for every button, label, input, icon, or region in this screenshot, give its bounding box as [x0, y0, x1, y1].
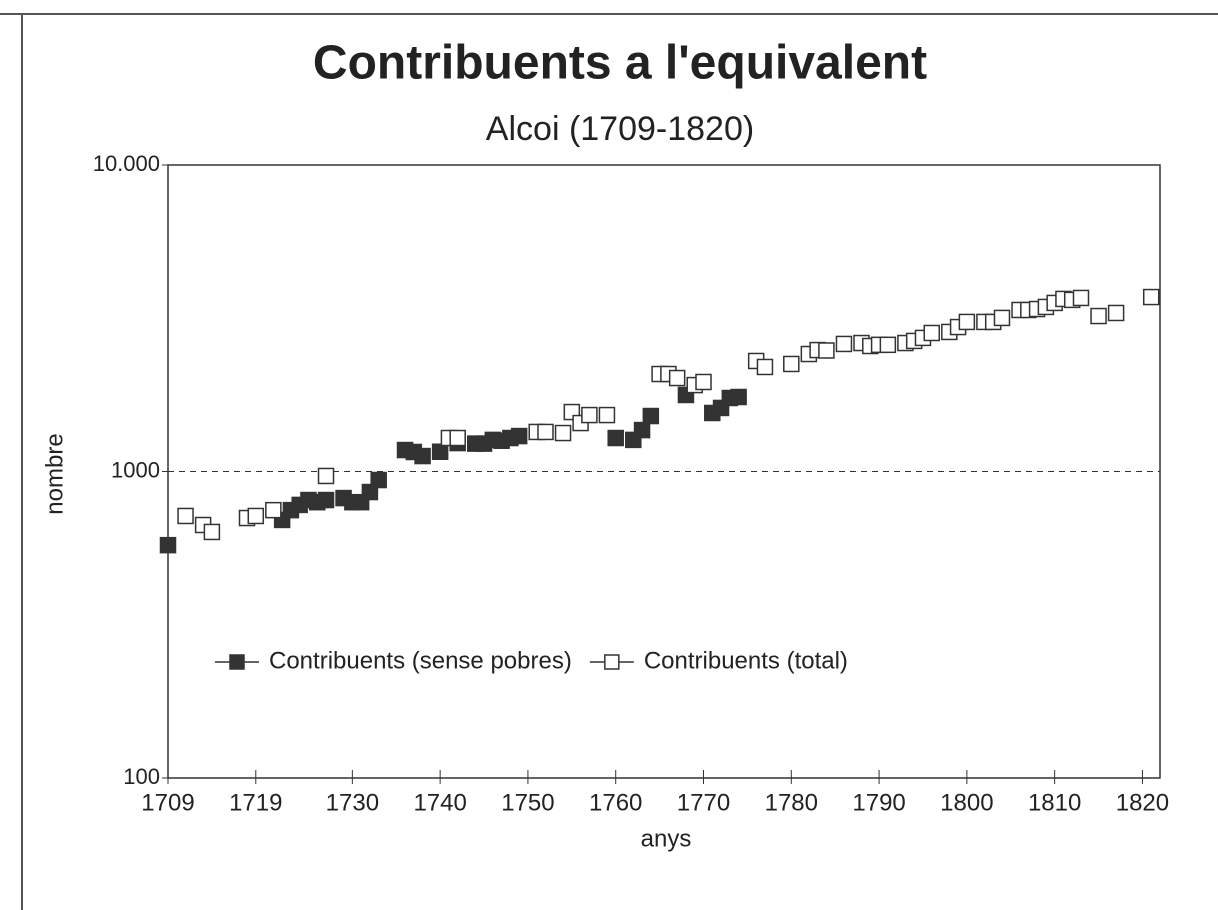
y-tick-label: 1000 — [111, 457, 160, 482]
marker — [598, 406, 616, 424]
marker — [431, 443, 449, 460]
marker — [265, 501, 282, 519]
chart-title: Contribuents a l'equivalent — [313, 37, 927, 90]
marker — [607, 429, 624, 447]
marker — [370, 471, 387, 489]
marker — [923, 324, 941, 342]
marker — [581, 406, 598, 424]
y-axis-label: nombre — [41, 433, 68, 514]
marker — [993, 309, 1011, 327]
marker — [633, 421, 651, 439]
x-tick-label: 1730 — [326, 789, 379, 816]
chart-subtitle: Alcoi (1709-1820) — [486, 110, 754, 148]
marker — [317, 491, 335, 509]
marker — [958, 313, 976, 331]
x-tick-label: 1800 — [940, 789, 993, 816]
marker — [414, 447, 431, 465]
marker — [203, 523, 221, 541]
marker — [879, 336, 897, 354]
marker — [510, 427, 528, 445]
marker — [449, 429, 466, 447]
marker — [177, 507, 194, 525]
x-axis-label: anys — [641, 825, 692, 852]
marker — [1107, 304, 1125, 322]
x-tick-label: 1750 — [501, 789, 554, 816]
x-tick-label: 1810 — [1028, 789, 1081, 816]
x-tick-label: 1790 — [852, 789, 905, 816]
legend-marker — [604, 654, 620, 670]
marker — [730, 388, 747, 406]
marker — [554, 424, 572, 442]
marker — [159, 536, 177, 554]
marker — [835, 335, 853, 353]
x-tick-label: 1760 — [589, 789, 642, 816]
marker — [642, 407, 660, 425]
marker — [1142, 288, 1160, 306]
x-tick-label: 1740 — [413, 789, 466, 816]
marker — [361, 483, 379, 501]
x-tick-label: 1719 — [229, 789, 282, 816]
marker — [1072, 289, 1090, 307]
y-tick-label: 100 — [123, 764, 160, 789]
marker — [247, 507, 265, 525]
y-tick-label: 10.000 — [93, 151, 160, 176]
marker — [668, 369, 686, 387]
marker — [756, 358, 774, 376]
x-tick-label: 1780 — [765, 789, 818, 816]
x-tick-label: 1770 — [677, 789, 730, 816]
x-tick-label: 1820 — [1116, 789, 1169, 816]
marker — [818, 342, 835, 359]
x-tick-label: 1709 — [141, 789, 194, 816]
marker — [783, 355, 800, 373]
marker — [317, 467, 335, 485]
legend-marker — [229, 654, 245, 670]
marker — [695, 373, 712, 391]
legend-label: Contribuents (total) — [644, 647, 848, 674]
legend-label: Contribuents (sense pobres) — [269, 647, 572, 674]
marker — [537, 423, 554, 441]
marker — [1090, 307, 1107, 325]
